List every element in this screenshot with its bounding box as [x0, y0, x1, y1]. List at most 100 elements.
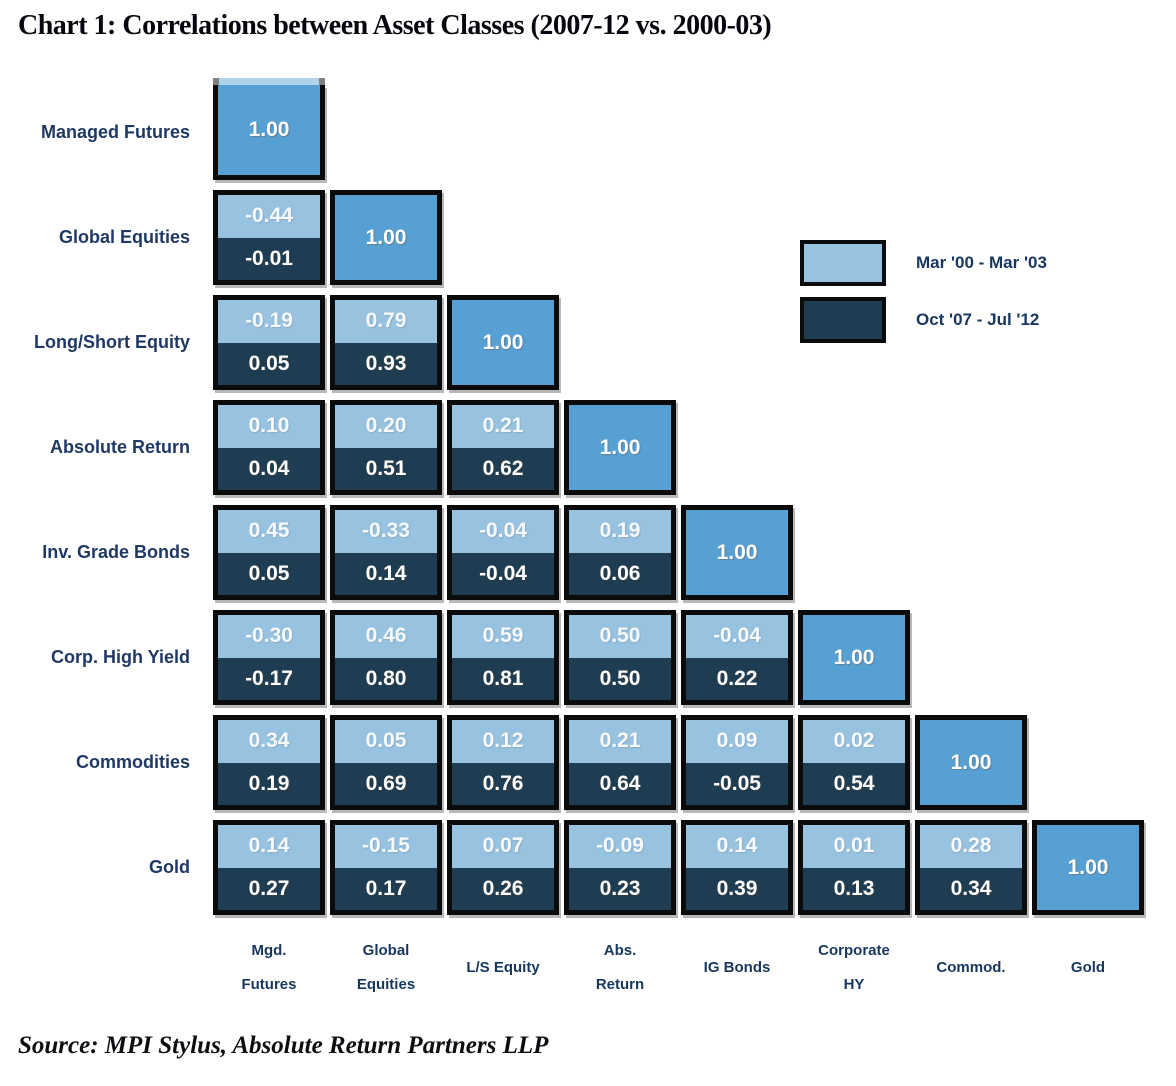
late-period-value: -0.04	[452, 552, 554, 595]
diagonal-cell: 1.00	[447, 295, 559, 390]
late-period-value: 0.76	[452, 762, 554, 805]
diagonal-cell: 1.00	[213, 85, 325, 180]
late-period-value: 0.17	[335, 867, 437, 910]
column-label: IG Bonds	[703, 958, 771, 976]
matrix-cell: 0.59 0.81	[447, 610, 559, 705]
early-period-value: -0.04	[452, 510, 554, 553]
legend-item-late-period: Oct '07 - Jul '12	[800, 297, 1047, 343]
early-period-value: 0.19	[569, 510, 671, 553]
early-period-value: 0.07	[452, 825, 554, 868]
matrix-cell: -0.15 0.17	[330, 820, 442, 915]
late-period-value: 0.39	[686, 867, 788, 910]
early-period-value: -0.44	[218, 195, 320, 238]
late-period-value: 0.64	[569, 762, 671, 805]
late-period-value: 0.13	[803, 867, 905, 910]
early-period-value: -0.33	[335, 510, 437, 553]
early-period-value: 0.14	[686, 825, 788, 868]
cropped-cell-top-strip	[213, 78, 325, 85]
early-period-value: 0.20	[335, 405, 437, 448]
matrix-cell: -0.44 -0.01	[213, 190, 325, 285]
matrix-cell: 0.05 0.69	[330, 715, 442, 810]
matrix-cell: 0.07 0.26	[447, 820, 559, 915]
column-label: Global Equities	[356, 941, 416, 994]
matrix-cell: 0.46 0.80	[330, 610, 442, 705]
early-period-value: -0.15	[335, 825, 437, 868]
column-label: Abs. Return	[595, 941, 645, 994]
matrix-cell: 0.10 0.04	[213, 400, 325, 495]
early-period-value: 0.21	[452, 405, 554, 448]
matrix-cell: 0.20 0.51	[330, 400, 442, 495]
chart-title: Chart 1: Correlations between Asset Clas…	[18, 10, 772, 41]
row-label: Gold	[149, 857, 190, 877]
row-label: Managed Futures	[40, 122, 190, 142]
column-label: Commod.	[936, 958, 1006, 976]
matrix-cell: 0.02 0.54	[798, 715, 910, 810]
late-period-value: 0.62	[452, 447, 554, 490]
late-period-value: 0.22	[686, 657, 788, 700]
matrix-cell: -0.19 0.05	[213, 295, 325, 390]
matrix-cell: -0.04 -0.04	[447, 505, 559, 600]
source-note: Source: MPI Stylus, Absolute Return Part…	[18, 1032, 549, 1059]
early-period-value: 0.79	[335, 300, 437, 343]
late-period-value: -0.17	[218, 657, 320, 700]
matrix-cell: 0.34 0.19	[213, 715, 325, 810]
late-period-value: 0.51	[335, 447, 437, 490]
matrix-cell: -0.04 0.22	[681, 610, 793, 705]
column-label: Gold	[1070, 958, 1106, 976]
early-period-value: 0.59	[452, 615, 554, 658]
late-period-value: 0.04	[218, 447, 320, 490]
matrix-cell: 0.21 0.64	[564, 715, 676, 810]
early-period-value: 0.21	[569, 720, 671, 763]
matrix-cell: -0.33 0.14	[330, 505, 442, 600]
late-period-value: 0.27	[218, 867, 320, 910]
early-period-value: 0.50	[569, 615, 671, 658]
diagonal-cell: 1.00	[798, 610, 910, 705]
early-period-value: 0.14	[218, 825, 320, 868]
late-period-value: 0.06	[569, 552, 671, 595]
late-period-value: 0.26	[452, 867, 554, 910]
early-period-value: 0.01	[803, 825, 905, 868]
early-period-value: 0.05	[335, 720, 437, 763]
row-label: Commodities	[75, 752, 190, 772]
matrix-cell: 0.01 0.13	[798, 820, 910, 915]
matrix-cell: 0.50 0.50	[564, 610, 676, 705]
matrix-cell: 0.19 0.06	[564, 505, 676, 600]
row-label: Global Equities	[58, 227, 190, 247]
matrix-cell: 0.14 0.27	[213, 820, 325, 915]
late-period-value: 0.19	[218, 762, 320, 805]
matrix-cell: 0.12 0.76	[447, 715, 559, 810]
legend-item-early-period: Mar '00 - Mar '03	[800, 240, 1047, 286]
early-period-value: 0.46	[335, 615, 437, 658]
late-period-value: -0.05	[686, 762, 788, 805]
diagonal-cell: 1.00	[681, 505, 793, 600]
column-label: Corporate HY	[818, 941, 890, 994]
early-period-value: -0.04	[686, 615, 788, 658]
matrix-cell: 0.21 0.62	[447, 400, 559, 495]
diagonal-cell: 1.00	[564, 400, 676, 495]
late-period-value: 0.05	[218, 552, 320, 595]
diagonal-cell: 1.00	[330, 190, 442, 285]
matrix-cell: 0.28 0.34	[915, 820, 1027, 915]
late-period-value: -0.01	[218, 237, 320, 280]
early-period-value: -0.09	[569, 825, 671, 868]
late-period-value: 0.54	[803, 762, 905, 805]
column-label: L/S Equity	[466, 958, 540, 976]
legend-label-early-period: Mar '00 - Mar '03	[916, 253, 1047, 272]
early-period-value: 0.28	[920, 825, 1022, 868]
late-period-value: 0.69	[335, 762, 437, 805]
early-period-value: 0.10	[218, 405, 320, 448]
late-period-value: 0.05	[218, 342, 320, 385]
late-period-value: 0.34	[920, 867, 1022, 910]
diagonal-cell: 1.00	[915, 715, 1027, 810]
early-period-value: -0.19	[218, 300, 320, 343]
matrix-cell: 0.79 0.93	[330, 295, 442, 390]
late-period-value: 0.93	[335, 342, 437, 385]
late-period-value: 0.50	[569, 657, 671, 700]
row-label: Inv. Grade Bonds	[42, 542, 190, 562]
early-period-value: 0.02	[803, 720, 905, 763]
matrix-cell: 0.45 0.05	[213, 505, 325, 600]
column-label: Mgd. Futures	[241, 941, 297, 994]
row-label: Long/Short Equity	[34, 332, 190, 352]
early-period-value: 0.45	[218, 510, 320, 553]
